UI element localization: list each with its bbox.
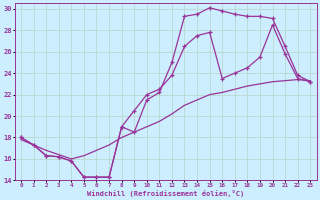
X-axis label: Windchill (Refroidissement éolien,°C): Windchill (Refroidissement éolien,°C) [87,190,244,197]
